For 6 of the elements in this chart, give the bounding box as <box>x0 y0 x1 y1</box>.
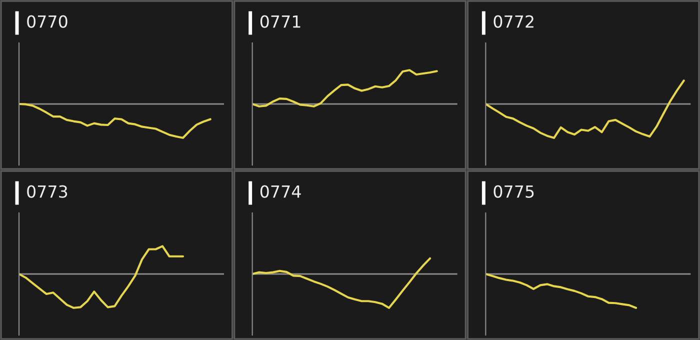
chart-title: 0773 <box>27 185 68 198</box>
chart-title: 0770 <box>27 15 68 28</box>
chart-title: 0771 <box>260 15 300 28</box>
chart-title: 0772 <box>494 15 534 28</box>
chart-title: 0775 <box>494 185 534 198</box>
chart-title: 0774 <box>260 185 301 198</box>
